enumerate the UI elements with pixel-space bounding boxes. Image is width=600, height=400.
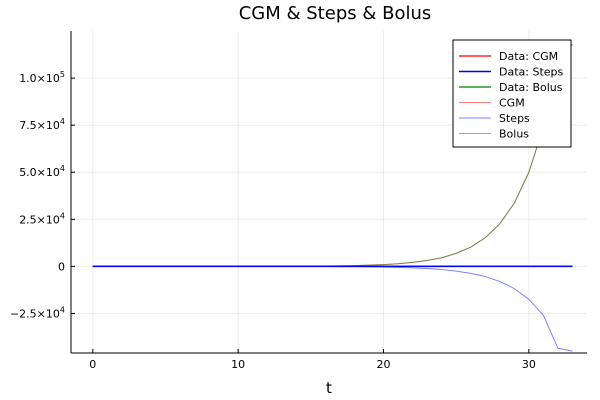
- x-tick-label: 10: [231, 358, 245, 371]
- x-tick-label: 0: [89, 358, 96, 371]
- y-tick-label: 2.5×104: [19, 211, 65, 226]
- legend-entry: Data: Steps: [459, 66, 564, 79]
- axes: [70, 31, 587, 354]
- legend-entry: Data: CGM: [459, 50, 558, 63]
- y-tick-label: 7.5×104: [19, 117, 65, 132]
- legend: Data: CGM Data: Steps Data: Bolus CGM Steps B…: [452, 39, 572, 148]
- series-layer: [92, 43, 573, 352]
- x-tick-label: 20: [377, 358, 391, 371]
- legend-label: Data: Steps: [499, 66, 564, 79]
- x-tick-labels: 0 10 20 30: [89, 358, 536, 371]
- y-tick-labels: 1.0×105 7.5×104 5.0×104 2.5×104 0 −2.5×104: [10, 70, 65, 320]
- x-axis-title: t: [326, 379, 332, 397]
- legend-entry: Bolus: [459, 128, 529, 141]
- legend-label: Steps: [499, 112, 530, 125]
- legend-label: Bolus: [499, 128, 529, 141]
- legend-box: [452, 39, 572, 148]
- chart-title: CGM & Steps & Bolus: [239, 3, 432, 24]
- y-tick-label: 0: [58, 260, 65, 273]
- x-tick-label: 30: [522, 358, 536, 371]
- legend-label: Data: Bolus: [499, 81, 563, 94]
- legend-entry: Steps: [459, 112, 530, 125]
- legend-label: Data: CGM: [499, 50, 558, 63]
- legend-entry: Data: Bolus: [459, 81, 563, 94]
- legend-label: CGM: [499, 97, 525, 110]
- y-tick-label: 1.0×105: [19, 70, 65, 85]
- legend-entry: CGM: [459, 97, 525, 110]
- y-tick-label: −2.5×104: [10, 305, 65, 320]
- y-tick-label: 5.0×104: [19, 164, 65, 179]
